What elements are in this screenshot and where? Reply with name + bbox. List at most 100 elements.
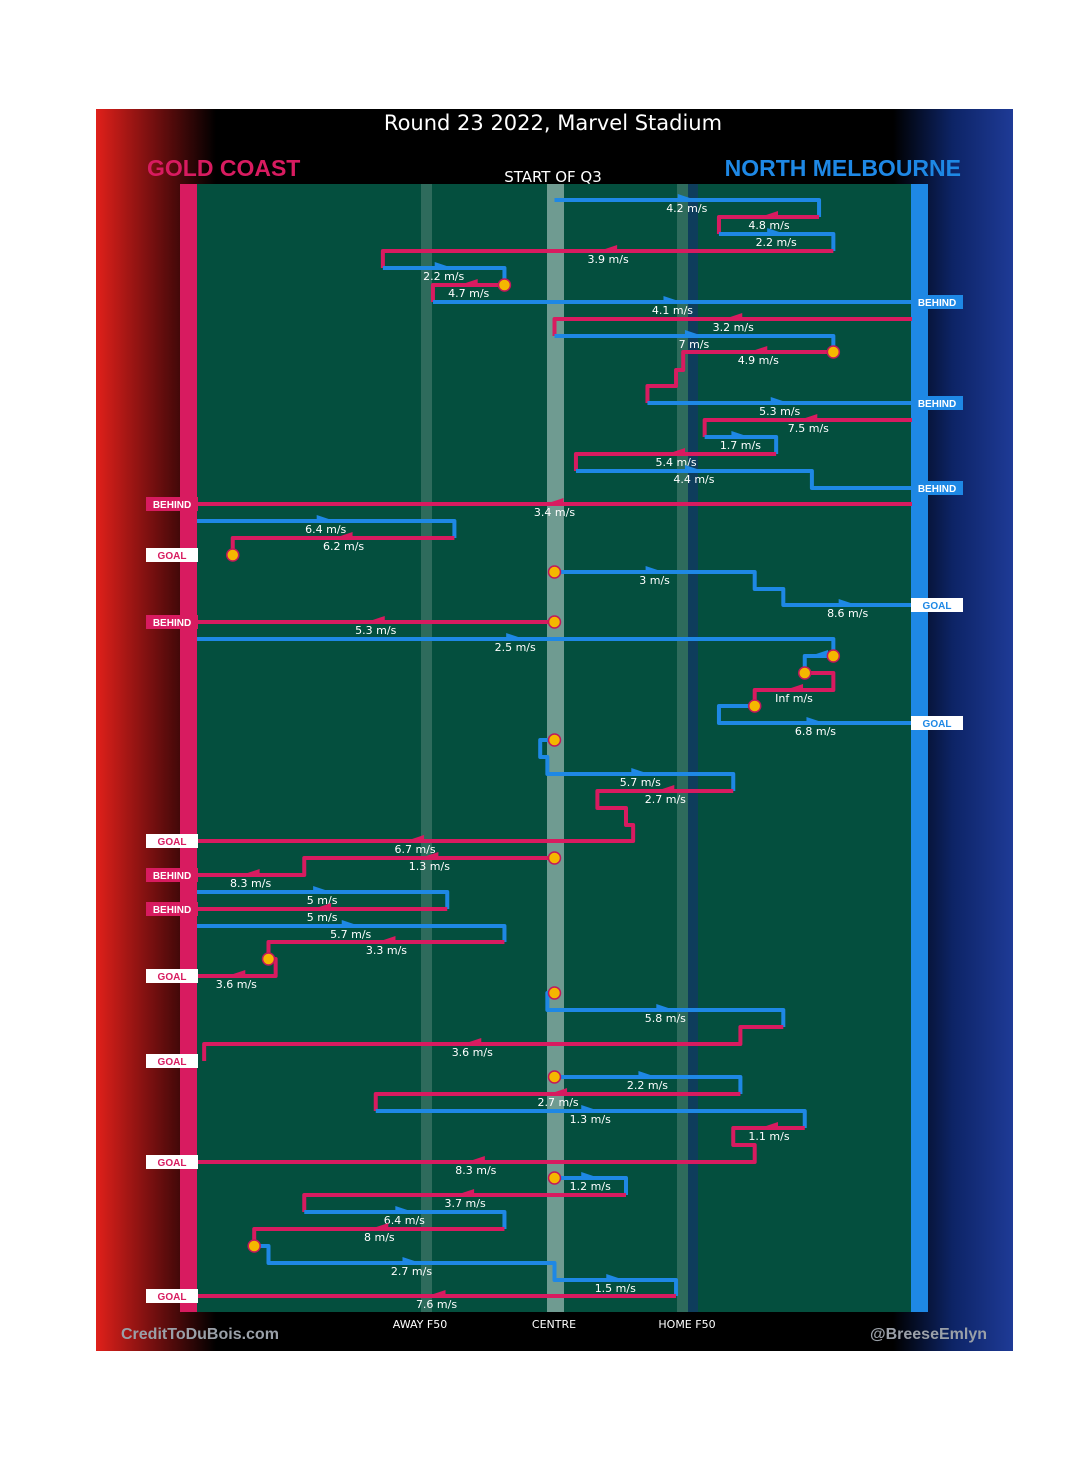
chain-37-speed-label-1: 8.3 m/s [455, 1164, 496, 1177]
chain-19-arrow-0 [366, 616, 385, 623]
chain-28-result-text: BEHIND [153, 905, 191, 916]
chain-4-arrow-0 [434, 262, 453, 269]
ball-marker-19-start [547, 615, 562, 629]
chain-38-path [554, 1176, 628, 1195]
chain-34-arrow-0 [638, 1071, 657, 1078]
chain-37-result-badge [146, 1155, 198, 1169]
chain-13-path [573, 452, 777, 471]
chain-17-result-text: GOAL [158, 551, 187, 562]
period-label: START OF Q3 [504, 168, 602, 186]
chain-16-speed-label-0: 6.4 m/s [305, 523, 346, 536]
chain-25-speed-label-0: 2.7 m/s [645, 793, 686, 806]
chain-26-arrow-0 [420, 852, 439, 859]
away-team-name: GOLD COAST [147, 155, 300, 181]
chain-34-speed-label-0: 2.2 m/s [627, 1079, 668, 1092]
chain-42-speed-label-1: 1.5 m/s [595, 1282, 636, 1295]
chain-10-arrow-0 [770, 397, 789, 404]
credit-right: @BreeseEmlyn [870, 1326, 987, 1343]
chain-1-speed-label-0: 4.8 m/s [748, 219, 789, 232]
chain-18-result-badge [911, 598, 963, 612]
chain-19-result-badge [146, 615, 198, 629]
chain-10-speed-label-0: 5.3 m/s [759, 405, 800, 418]
ball-marker-17-end [226, 548, 240, 562]
chain-7-speed-label-0: 3.2 m/s [713, 321, 754, 334]
chain-36-speed-label-0: 1.3 m/s [570, 1113, 611, 1126]
chain-25-result-badge [146, 834, 198, 848]
chain-18-arrow-1 [838, 599, 857, 606]
chain-6-arrow-0 [663, 296, 682, 303]
chain-26-result-text: BEHIND [153, 871, 191, 882]
chain-7-path [552, 317, 912, 336]
chain-26-speed-label-0: 1.3 m/s [409, 860, 450, 873]
ball-marker-34-start [547, 1070, 562, 1084]
chain-15-result-badge [146, 497, 198, 511]
chain-26-result-badge [146, 868, 198, 882]
chain-31-arrow-0 [227, 970, 246, 977]
chain-21-arrow-0 [810, 650, 829, 657]
chain-35-path [373, 1092, 741, 1111]
chain-35-arrow-0 [549, 1088, 568, 1095]
away-f50-line [421, 184, 432, 1312]
chain-26-speed-label-1: 8.3 m/s [230, 877, 271, 890]
chain-38-speed-label-0: 1.2 m/s [570, 1180, 611, 1193]
chain-31-result-text: GOAL [158, 972, 187, 983]
chain-32-speed-label-0: 5.8 m/s [645, 1012, 686, 1025]
chain-34-path [554, 1075, 743, 1094]
chain-15-result-text: BEHIND [153, 500, 191, 511]
ball-marker-41-end [247, 1239, 261, 1253]
chain-19-result-text: BEHIND [153, 618, 191, 629]
chain-23-speed-label-0: 6.8 m/s [795, 725, 836, 738]
chain-20-speed-label-0: 2.5 m/s [495, 641, 536, 654]
chain-14-speed-label-0: 4.4 m/s [673, 473, 714, 486]
chain-0-speed-label-0: 4.2 m/s [666, 202, 707, 215]
chain-18-arrow-0 [645, 566, 664, 573]
chain-25-result-text: GOAL [158, 837, 187, 848]
chain-24-speed-label-0: 5.7 m/s [620, 776, 661, 789]
chain-29-arrow-0 [341, 920, 360, 927]
chain-40-path [304, 1210, 507, 1229]
chain-32-arrow-0 [656, 1004, 675, 1011]
chain-36-arrow-0 [581, 1105, 600, 1112]
chain-28-result-badge [146, 902, 198, 916]
chain-37-arrow-1 [466, 1156, 485, 1163]
chain-31-result-badge [146, 969, 198, 983]
chain-24-path [538, 738, 736, 791]
chain-43-speed-label-0: 7.6 m/s [416, 1298, 457, 1311]
chain-25-arrow-1 [406, 835, 425, 842]
chain-15-arrow-0 [545, 498, 564, 505]
ball-marker-38-start [547, 1171, 562, 1185]
chain-41-arrow-0 [370, 1223, 389, 1230]
home-f50-shade [688, 184, 698, 1312]
chain-18-speed-label-1: 8.6 m/s [827, 607, 868, 620]
ball-marker-4-end [497, 278, 512, 292]
chain-12-arrow-0 [731, 431, 750, 438]
badges-layer: BEHIND BEHIND BEHIND BEHIND GOAL GOAL BEHIND GO… [146, 295, 963, 1303]
balls-layer [226, 278, 841, 1253]
ball-marker-22-end [747, 699, 762, 713]
ball-marker-8-end [826, 345, 841, 359]
home-goal-bar [911, 184, 928, 1312]
ball-marker-24-start [547, 733, 562, 747]
chain-16-path [197, 519, 457, 538]
chain-2-arrow-0 [767, 228, 786, 235]
chain-0-arrow-0 [677, 194, 696, 201]
chain-39-speed-label-0: 3.7 m/s [445, 1197, 486, 1210]
chain-31-speed-label-0: 3.6 m/s [216, 978, 257, 991]
chain-23-result-text: GOAL [923, 719, 952, 730]
chain-37-result-text: GOAL [158, 1158, 187, 1169]
ball-marker-32-start [547, 986, 562, 1000]
ball-marker-21-end [798, 666, 812, 680]
chain-24-arrow-0 [631, 768, 650, 775]
chain-8-speed-label-0: 7 m/s [679, 338, 710, 351]
chain-2-path [718, 232, 836, 251]
chain-18-path [554, 570, 912, 607]
chain-2-speed-label-0: 2.2 m/s [756, 236, 797, 249]
chain-29-path [197, 924, 507, 942]
chain-5-path [430, 283, 505, 302]
chain-39-arrow-0 [456, 1189, 475, 1196]
credit-left: CreditToDuBois.com [121, 1326, 279, 1343]
chain-14-arrow-0 [684, 465, 703, 472]
chain-25-speed-label-1: 6.7 m/s [394, 843, 435, 856]
chain-38-arrow-0 [581, 1172, 600, 1179]
chain-37-arrow-0 [760, 1122, 778, 1129]
